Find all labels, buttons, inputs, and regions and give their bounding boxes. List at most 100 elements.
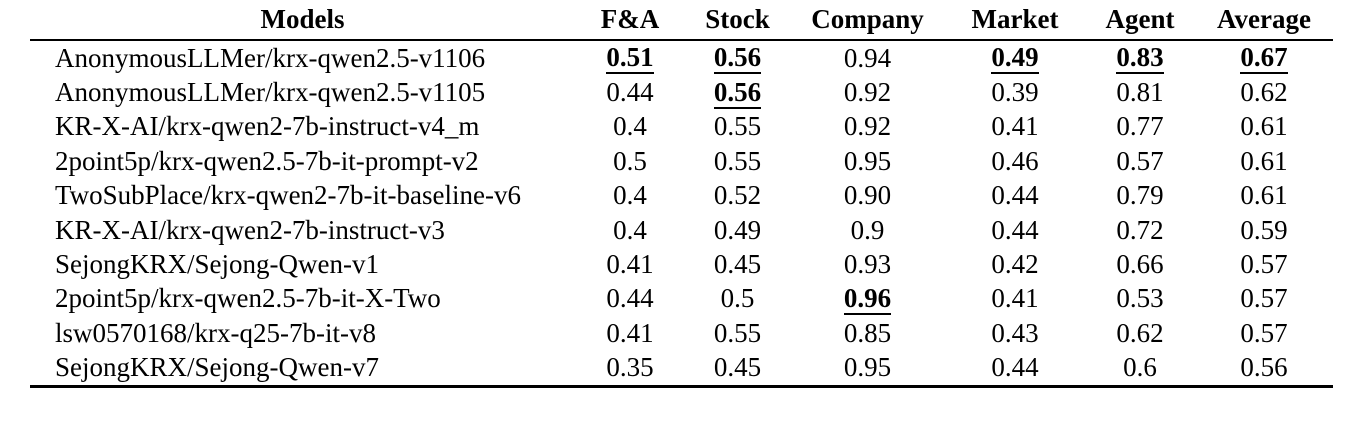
score-cell: 0.51	[575, 40, 685, 75]
best-score-value: 0.56	[713, 42, 762, 75]
score-value: 0.77	[1116, 111, 1164, 142]
score-value: 0.39	[991, 77, 1039, 108]
score-cell: 0.9	[790, 213, 945, 247]
score-value: 0.62	[1240, 77, 1288, 108]
score-value: 0.43	[991, 317, 1039, 348]
score-value: 0.44	[606, 283, 654, 314]
score-cell: 0.42	[945, 247, 1085, 281]
score-cell: 0.44	[575, 75, 685, 109]
score-cell: 0.94	[790, 40, 945, 75]
score-value: 0.41	[606, 249, 654, 280]
score-value: 0.41	[606, 317, 654, 348]
score-value: 0.55	[713, 145, 762, 176]
score-cell: 0.57	[1195, 247, 1333, 281]
score-value: 0.53	[1116, 283, 1164, 314]
score-value: 0.61	[1240, 111, 1288, 142]
score-value: 0.9	[850, 214, 885, 245]
score-cell: 0.49	[945, 40, 1085, 75]
score-cell: 0.45	[685, 247, 790, 281]
table-row: 2point5p/krx-qwen2.5-7b-it-X-Two 0.44 0.5 0…	[30, 282, 1333, 316]
col-header-company: Company	[790, 0, 945, 41]
score-value: 0.44	[606, 77, 654, 108]
score-value: 0.57	[1240, 249, 1288, 280]
model-name: KR-X-AI/krx-qwen2-7b-instruct-v4_m	[55, 111, 480, 142]
table-row: KR-X-AI/krx-qwen2-7b-instruct-v3 0.4 0.49 0…	[30, 213, 1333, 247]
score-cell: 0.49	[685, 213, 790, 247]
score-cell: 0.41	[575, 316, 685, 350]
score-cell: 0.44	[945, 350, 1085, 388]
score-cell: 0.5	[575, 144, 685, 178]
score-cell: 0.92	[790, 110, 945, 144]
score-value: 0.94	[843, 42, 892, 73]
model-name: SejongKRX/Sejong-Qwen-v7	[30, 350, 575, 388]
score-cell: 0.41	[945, 110, 1085, 144]
score-cell: 0.41	[945, 282, 1085, 316]
score-value: 0.93	[843, 249, 892, 280]
score-value: 0.5	[613, 145, 647, 176]
best-score-value: 0.49	[991, 42, 1039, 75]
score-cell: 0.77	[1085, 110, 1195, 144]
score-cell: 0.59	[1195, 213, 1333, 247]
best-score-value: 0.51	[606, 42, 654, 75]
best-score-value: 0.96	[843, 282, 892, 315]
score-cell: 0.44	[945, 213, 1085, 247]
score-value: 0.62	[1116, 317, 1164, 348]
score-value: 0.52	[713, 180, 762, 211]
score-cell: 0.55	[685, 144, 790, 178]
score-cell: 0.46	[945, 144, 1085, 178]
score-value: 0.41	[991, 111, 1039, 142]
score-cell: 0.52	[685, 179, 790, 213]
score-cell: 0.67	[1195, 40, 1333, 75]
score-value: 0.61	[1240, 145, 1288, 176]
score-cell: 0.61	[1195, 110, 1333, 144]
score-value: 0.6	[1123, 352, 1157, 383]
model-name: lsw0570168/krx-q25-7b-it-v8	[55, 317, 376, 348]
header-row: Models F&A Stock Company Market Agent Av…	[30, 0, 1333, 41]
score-value: 0.56	[1240, 352, 1288, 383]
score-value: 0.45	[713, 352, 762, 383]
table-row: lsw0570168/krx-q25-7b-it-v8 0.41 0.55 0.85 0…	[30, 316, 1333, 350]
score-value: 0.72	[1116, 214, 1164, 245]
score-cell: 0.55	[685, 316, 790, 350]
score-cell: 0.5	[685, 282, 790, 316]
model-name: SejongKRX/Sejong-Qwen-v1	[55, 249, 379, 280]
score-cell: 0.81	[1085, 75, 1195, 109]
table-row: 2point5p/krx-qwen2.5-7b-it-prompt-v2 0.5 0…	[30, 144, 1333, 178]
best-score-value: 0.56	[713, 76, 762, 109]
score-value: 0.4	[613, 111, 647, 142]
score-cell: 0.90	[790, 179, 945, 213]
col-header-average: Average	[1195, 0, 1333, 41]
model-name: AnonymousLLMer/krx-qwen2.5-v1105	[55, 77, 486, 108]
score-cell: 0.72	[1085, 213, 1195, 247]
score-cell: 0.92	[790, 75, 945, 109]
score-cell: 0.57	[1195, 316, 1333, 350]
score-value: 0.95	[843, 145, 892, 176]
col-header-stock: Stock	[685, 0, 790, 41]
model-name: TwoSubPlace/krx-qwen2-7b-it-baseline-v6	[55, 180, 521, 211]
score-value: 0.44	[991, 180, 1039, 211]
score-value: 0.35	[606, 352, 654, 383]
model-name: 2point5p/krx-qwen2.5-7b-it-prompt-v2	[55, 145, 479, 176]
score-cell: 0.57	[1085, 144, 1195, 178]
score-value: 0.5	[720, 283, 755, 314]
score-cell: 0.79	[1085, 179, 1195, 213]
score-cell: 0.43	[945, 316, 1085, 350]
score-cell: 0.4	[575, 179, 685, 213]
score-value: 0.41	[991, 283, 1039, 314]
score-value: 0.57	[1116, 145, 1164, 176]
score-value: 0.44	[991, 352, 1039, 383]
score-value: 0.59	[1240, 214, 1288, 245]
score-value: 0.55	[713, 111, 762, 142]
col-header-models: Models	[30, 0, 575, 41]
score-cell: 0.95	[790, 144, 945, 178]
score-value: 0.79	[1116, 180, 1164, 211]
score-value: 0.61	[1240, 180, 1288, 211]
score-cell: 0.85	[790, 316, 945, 350]
score-cell: 0.62	[1085, 316, 1195, 350]
score-cell: 0.56	[685, 75, 790, 109]
score-cell: 0.41	[575, 247, 685, 281]
score-cell: 0.4	[575, 110, 685, 144]
score-cell: 0.62	[1195, 75, 1333, 109]
score-cell: 0.44	[575, 282, 685, 316]
